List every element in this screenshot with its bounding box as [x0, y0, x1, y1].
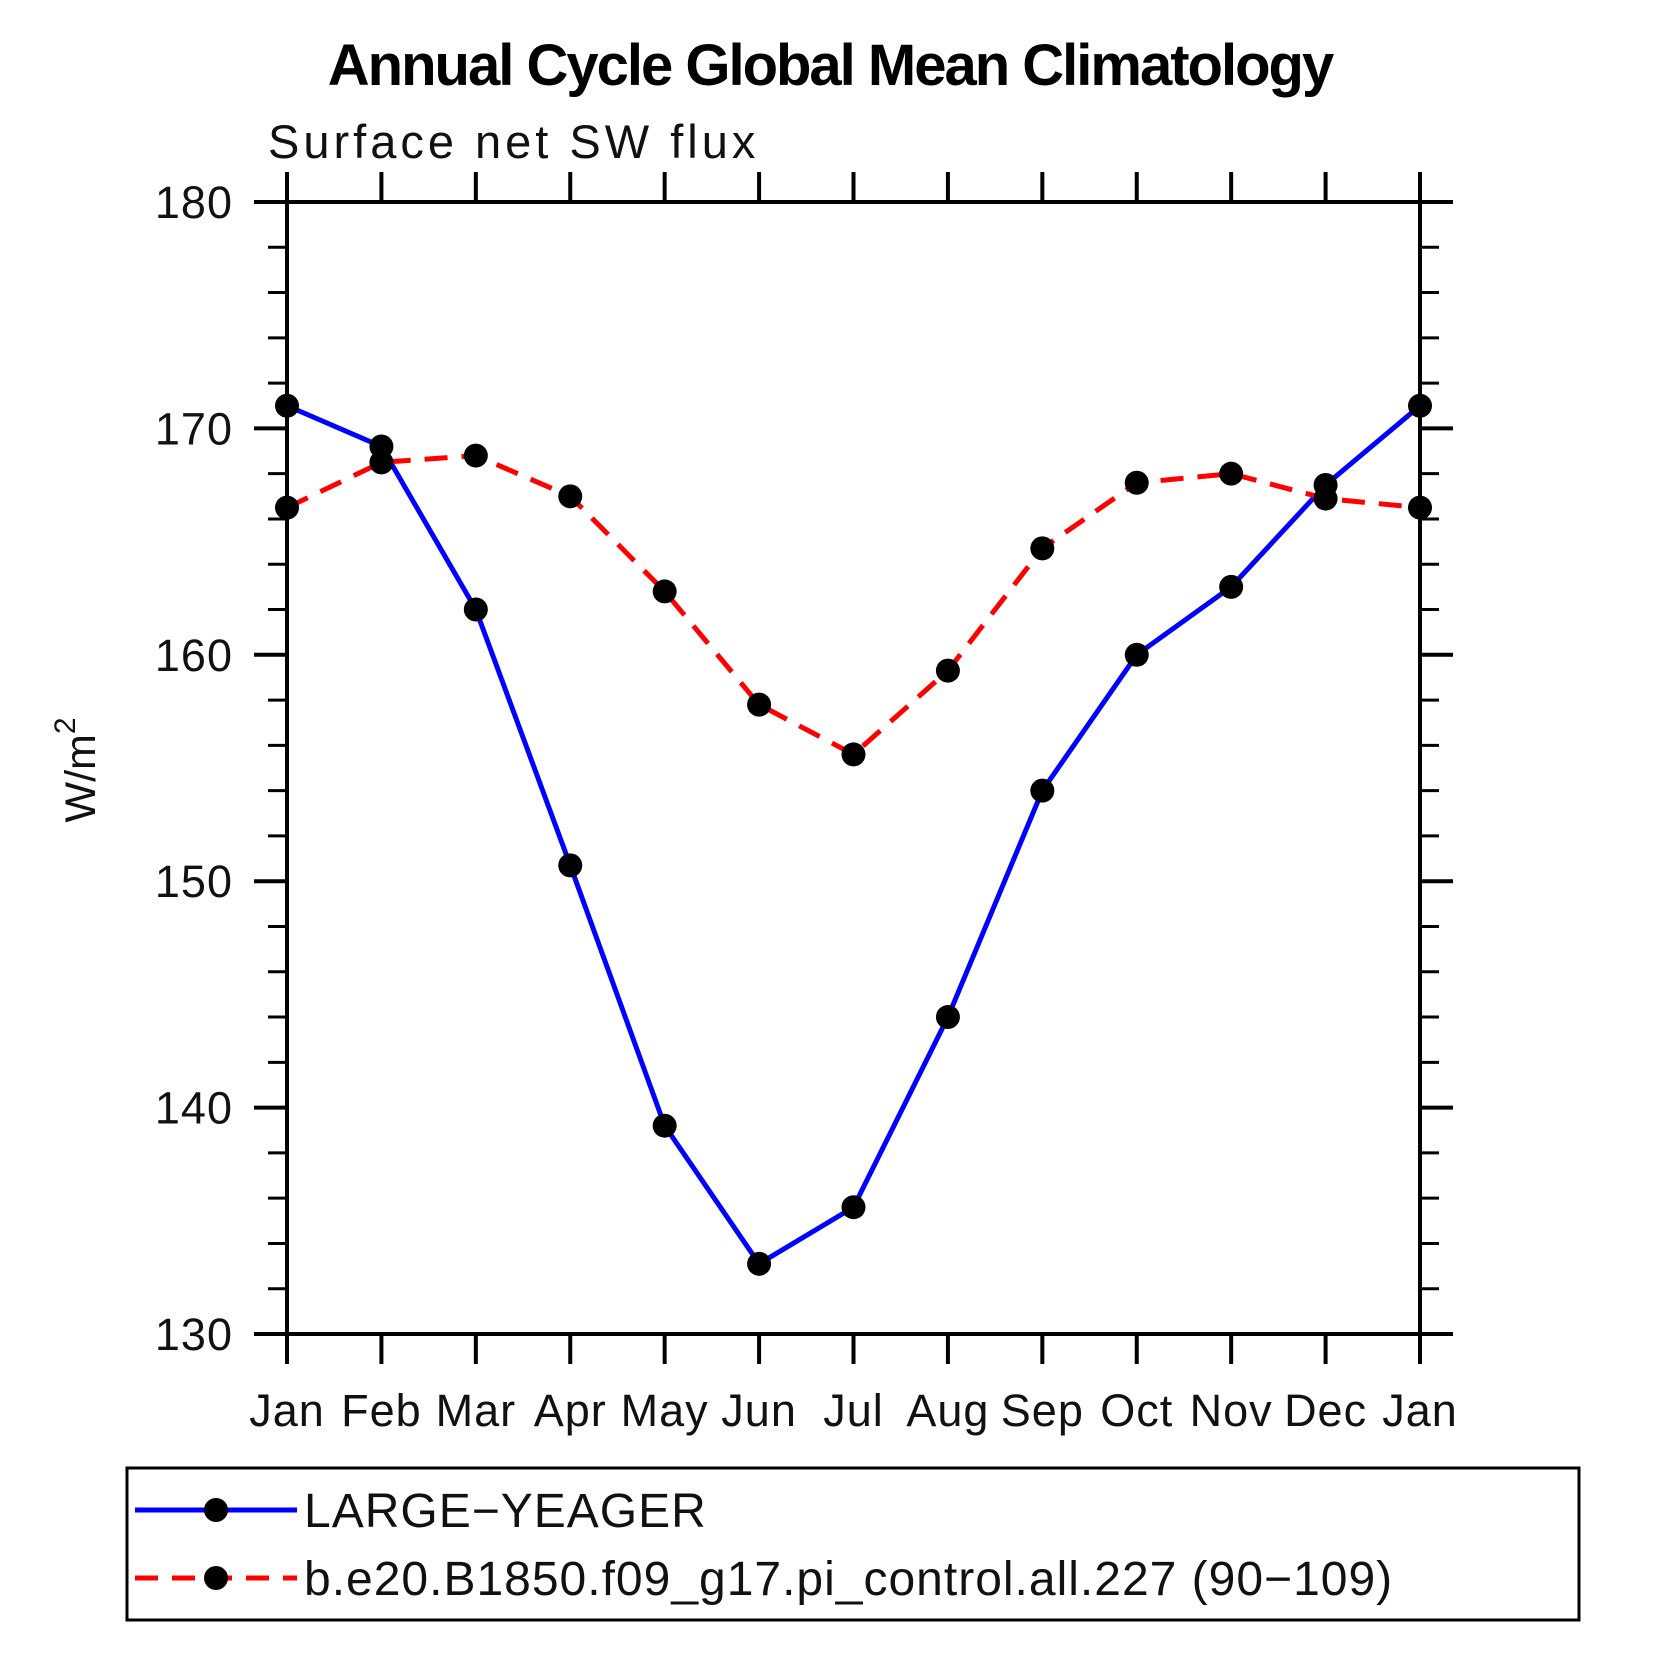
data-point — [747, 1251, 772, 1276]
x-tick-label: Dec — [1284, 1385, 1367, 1436]
y-axis-label: W/m2 — [49, 717, 105, 822]
data-point — [1219, 574, 1244, 599]
data-point — [558, 484, 583, 509]
data-point — [463, 597, 488, 622]
data-point — [275, 393, 299, 418]
x-tick-label: Apr — [534, 1385, 607, 1436]
y-tick-label: 140 — [155, 1083, 233, 1134]
data-point — [558, 853, 583, 878]
data-point — [1408, 495, 1432, 520]
data-point — [935, 1005, 960, 1030]
data-point — [747, 692, 772, 717]
x-tick-label: May — [621, 1385, 709, 1436]
x-tick-label: Feb — [341, 1385, 422, 1436]
data-point — [275, 495, 299, 520]
series-layer — [275, 393, 1432, 1276]
x-tick-label: Sep — [1001, 1385, 1084, 1436]
data-point — [1408, 393, 1432, 418]
data-point — [652, 579, 677, 604]
data-point — [369, 450, 394, 475]
x-tick-label: Mar — [436, 1385, 517, 1436]
data-point — [1030, 778, 1055, 803]
x-tick-label: Jul — [823, 1385, 884, 1436]
y-tick-label: 170 — [155, 403, 233, 454]
legend-label-0: LARGE−YEAGER — [304, 1485, 707, 1538]
series-line-0 — [286, 403, 1422, 1268]
data-point — [1030, 536, 1055, 561]
legend-box — [125, 1466, 1581, 1622]
data-point — [1219, 461, 1244, 486]
chart-subtitle: Surface net SW flux — [268, 115, 759, 168]
plot-frame-rect — [285, 200, 1422, 1336]
legend-label-1: b.e20.B1850.f09_g17.pi_control.all.227 (… — [304, 1553, 1393, 1606]
y-tick-label: 130 — [155, 1309, 233, 1360]
legend-marker-0 — [204, 1498, 228, 1522]
legend-marker-1 — [204, 1566, 228, 1590]
chart-title: Annual Cycle Global Mean Climatology — [328, 33, 1334, 98]
axes-layer — [254, 172, 1453, 1364]
data-point — [935, 658, 960, 683]
data-point — [1313, 486, 1338, 511]
x-tick-label: Jun — [721, 1385, 797, 1436]
y-tick-label: 160 — [155, 630, 233, 681]
data-point — [463, 443, 488, 468]
chart-legend: LARGE−YEAGER b.e20.B1850.f09_g17.pi_contr… — [125, 1466, 1581, 1622]
x-tick-label: Nov — [1190, 1385, 1273, 1436]
data-point — [841, 742, 866, 767]
labels-layer: Jan Feb Mar Apr May Jun Jul Aug Sep Oct Nov Dec Jan 1… — [155, 177, 1458, 1436]
series-line-1 — [285, 453, 1421, 758]
data-point — [1124, 642, 1149, 667]
data-point — [1124, 470, 1149, 495]
data-point — [652, 1113, 677, 1138]
y-tick-label: 150 — [155, 856, 233, 907]
data-point — [841, 1195, 866, 1220]
x-tick-label: Aug — [906, 1385, 989, 1436]
x-tick-label: Jan — [1382, 1385, 1458, 1436]
x-tick-label: Jan — [249, 1385, 325, 1436]
x-tick-label: Oct — [1100, 1385, 1173, 1436]
y-tick-label: 180 — [155, 177, 233, 228]
